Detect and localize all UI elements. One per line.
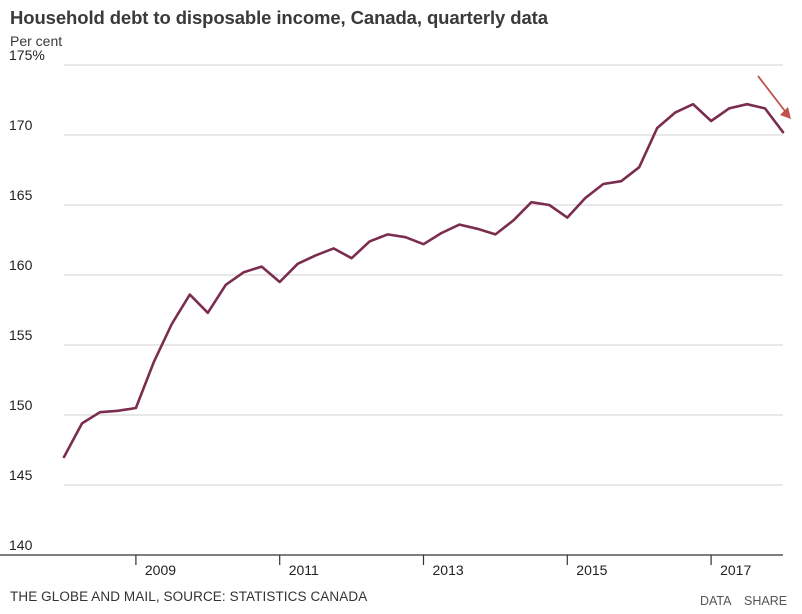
y-tick-label: 160 — [9, 257, 33, 273]
y-tick-label: 140 — [9, 537, 33, 553]
x-tick-label: 2013 — [433, 562, 464, 578]
data-link[interactable]: DATA — [700, 594, 732, 608]
y-tick-label: 175% — [9, 47, 45, 63]
share-link[interactable]: SHARE — [744, 594, 788, 608]
y-tick-label: 145 — [9, 467, 33, 483]
x-tick-label: 2015 — [576, 562, 607, 578]
annotation-arrow-head — [780, 107, 791, 119]
annotation-arrow-shaft — [757, 75, 789, 116]
x-tick-label: 2011 — [289, 562, 319, 578]
y-tick-label: 165 — [9, 187, 33, 203]
series-line — [62, 102, 785, 459]
x-tick-label: 2009 — [145, 562, 176, 578]
y-tick-label: 150 — [9, 397, 33, 413]
x-tick-label: 2017 — [720, 562, 751, 578]
source-credit: THE GLOBE AND MAIL, SOURCE: STATISTICS C… — [10, 589, 368, 604]
chart-title: Household debt to disposable income, Can… — [10, 7, 548, 28]
y-tick-label: 170 — [9, 117, 33, 133]
y-tick-label: 155 — [9, 327, 33, 343]
chart-subtitle: Per cent — [10, 33, 63, 49]
